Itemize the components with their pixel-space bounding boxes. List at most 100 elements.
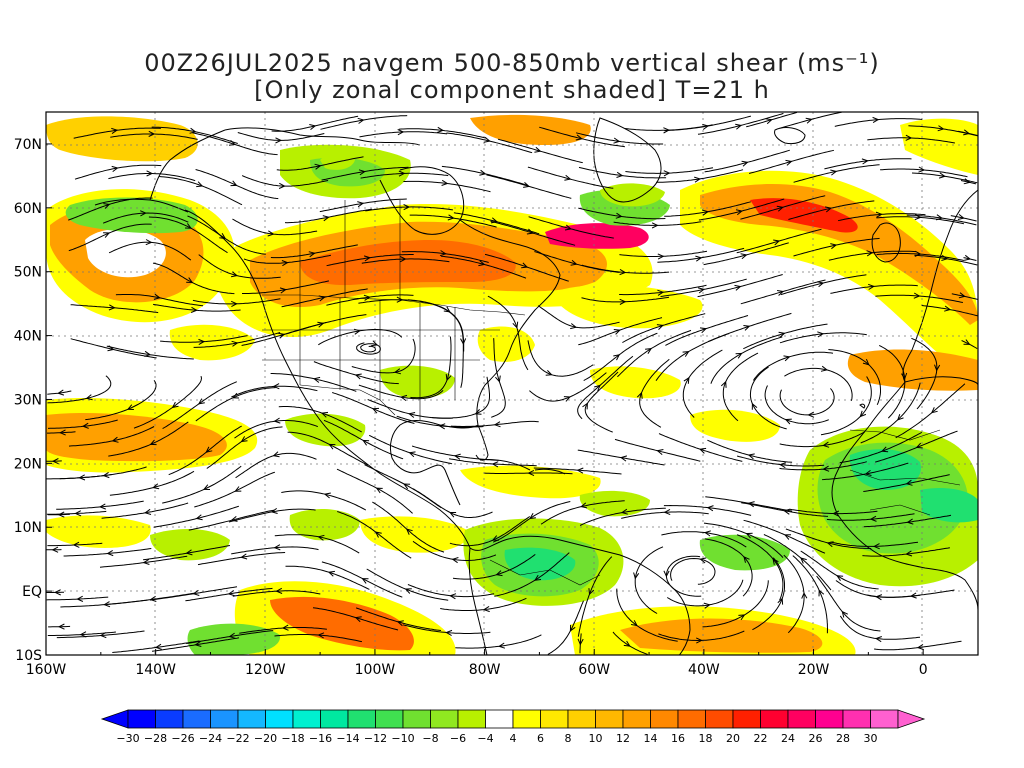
coast-greenland bbox=[593, 117, 662, 203]
streamline-arrow bbox=[703, 530, 711, 537]
streamline-arrow bbox=[396, 296, 404, 303]
streamline-arrow bbox=[54, 589, 61, 596]
coastlines bbox=[94, 117, 978, 655]
colorbar-swatch bbox=[787, 709, 816, 729]
shade-labrador-max bbox=[545, 223, 649, 249]
streamline-arrow bbox=[323, 492, 331, 499]
streamline-arrow bbox=[148, 130, 156, 137]
streamline-arrow bbox=[361, 578, 369, 584]
streamline-arrow bbox=[308, 251, 316, 258]
streamline-arrow bbox=[747, 501, 755, 508]
streamline-arrow bbox=[108, 304, 116, 311]
streamline-arrow bbox=[864, 470, 872, 476]
streamline-arrow bbox=[309, 124, 317, 130]
streamline-arrow bbox=[817, 281, 825, 288]
shade-top-center bbox=[470, 114, 591, 145]
streamline-arrow bbox=[832, 510, 840, 517]
streamline-arrow bbox=[272, 451, 280, 458]
y-tick-label: 10S bbox=[15, 648, 42, 664]
streamline-arrow bbox=[479, 169, 487, 176]
title-line-2: [Only zonal component shaded] T=21 h bbox=[254, 76, 770, 104]
streamline-arrow bbox=[357, 117, 365, 124]
streamline-arrow bbox=[577, 638, 584, 646]
streamline-arrow bbox=[403, 483, 411, 490]
streamline-arrow bbox=[408, 412, 416, 418]
streamline-arrow bbox=[371, 407, 380, 414]
streamline-arrow bbox=[745, 532, 753, 539]
colorbar-label: −10 bbox=[391, 732, 414, 745]
colorbar-swatch bbox=[732, 709, 761, 729]
streamline-arrow bbox=[142, 558, 150, 565]
shade-mexico bbox=[285, 413, 366, 447]
streamline-arrow bbox=[613, 137, 621, 144]
streamline-arrow bbox=[453, 453, 461, 460]
colorbar-label: 16 bbox=[671, 732, 685, 745]
streamline-arrow bbox=[399, 256, 407, 263]
streamline-arrow bbox=[230, 180, 238, 187]
colorbar-label: −20 bbox=[254, 732, 277, 745]
streamline-arrow bbox=[872, 116, 880, 124]
shade-na-jet-strong bbox=[300, 240, 516, 286]
streamline-arrow bbox=[963, 178, 971, 185]
streamline-arrow bbox=[905, 134, 913, 141]
colorbar-label: −14 bbox=[336, 732, 359, 745]
streamline-arrow bbox=[580, 502, 588, 509]
colorbar-swatch bbox=[430, 709, 459, 729]
streamline-arrow bbox=[620, 508, 628, 515]
y-tick-label: 10N bbox=[14, 520, 42, 536]
streamline-arrow bbox=[451, 557, 459, 564]
streamline-arrow bbox=[747, 453, 755, 460]
streamline-arrow bbox=[51, 546, 59, 553]
colorbar-label: 28 bbox=[836, 732, 850, 745]
streamline-arrow bbox=[273, 417, 281, 424]
streamline-arrow bbox=[800, 557, 807, 564]
streamline-arrow bbox=[195, 514, 203, 521]
streamline-arrow bbox=[526, 228, 535, 235]
colorbar-swatch bbox=[760, 709, 789, 729]
streamline-arrow bbox=[357, 201, 365, 208]
streamline-arrow bbox=[240, 553, 248, 560]
colorbar-label: 4 bbox=[510, 732, 517, 745]
colorbar-min-arrow bbox=[100, 709, 129, 729]
streamline-arrow bbox=[656, 449, 664, 455]
streamline-arrow bbox=[498, 642, 506, 649]
colorbar-swatch bbox=[182, 709, 211, 729]
streamline-arrow bbox=[198, 338, 206, 346]
colorbar-label: −24 bbox=[199, 732, 222, 745]
streamline-arrow bbox=[776, 205, 784, 212]
y-tick-label: 60N bbox=[14, 201, 42, 217]
streamline-arrow bbox=[219, 233, 227, 240]
streamline-arrow bbox=[564, 174, 572, 181]
coast-na-west bbox=[184, 209, 471, 549]
streamline-arrow bbox=[491, 461, 499, 468]
colorbar: −30 −28 −26 −24 −22 −20 −18 −16 −14 −12 −10 −8 −6 −4 4… bbox=[100, 709, 926, 745]
shade-trop-pac-1 bbox=[46, 515, 151, 548]
colorbar-swatch bbox=[457, 709, 486, 729]
shade-atl-jet-core bbox=[700, 184, 978, 325]
shade-caribbean-deep bbox=[504, 547, 576, 581]
streamline-arrow bbox=[57, 511, 65, 518]
streamline-arrow bbox=[275, 587, 283, 594]
streamline-arrow bbox=[322, 215, 330, 222]
streamline-arrow bbox=[773, 239, 781, 246]
border-africa bbox=[849, 429, 961, 516]
streamline-arrow bbox=[818, 589, 825, 597]
streamline-arrow bbox=[801, 591, 808, 599]
streamline-arrow bbox=[699, 557, 707, 564]
streamline-arrow bbox=[740, 253, 748, 260]
colorbar-label: 24 bbox=[781, 732, 795, 745]
streamline-arrow bbox=[697, 287, 706, 294]
streamline-arrow bbox=[184, 223, 193, 229]
streamline-arrow bbox=[74, 510, 82, 517]
streamline-arrow bbox=[371, 340, 379, 347]
coast-canaries bbox=[859, 403, 866, 409]
colorbar-swatch bbox=[870, 709, 899, 729]
coast-na-east bbox=[459, 219, 561, 426]
colorbar-swatch bbox=[292, 709, 321, 729]
streamline-arrow bbox=[354, 616, 362, 623]
streamline-arrow bbox=[441, 179, 449, 186]
streamline-arrow bbox=[657, 289, 665, 296]
streamline-arrow bbox=[706, 505, 714, 512]
coast-med bbox=[904, 376, 978, 386]
streamline-arrow bbox=[619, 298, 627, 305]
